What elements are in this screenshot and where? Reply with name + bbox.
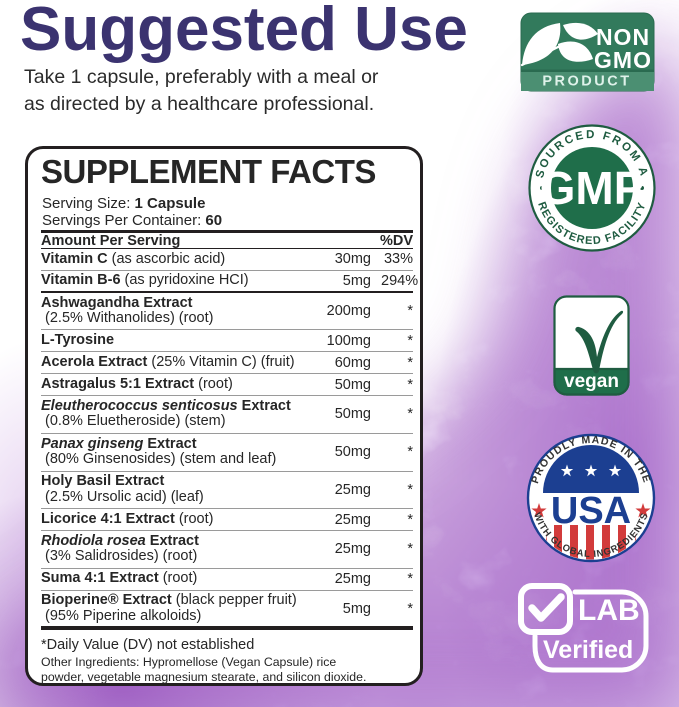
svg-text:LAB: LAB <box>578 594 640 627</box>
svg-text:Verified: Verified <box>543 636 633 664</box>
svg-text:GMP: GMP <box>540 162 645 214</box>
svg-text:vegan: vegan <box>564 371 619 392</box>
svg-text:PRODUCT: PRODUCT <box>542 74 631 90</box>
svg-text:GMO: GMO <box>594 47 652 73</box>
svg-text:USA: USA <box>551 490 631 532</box>
